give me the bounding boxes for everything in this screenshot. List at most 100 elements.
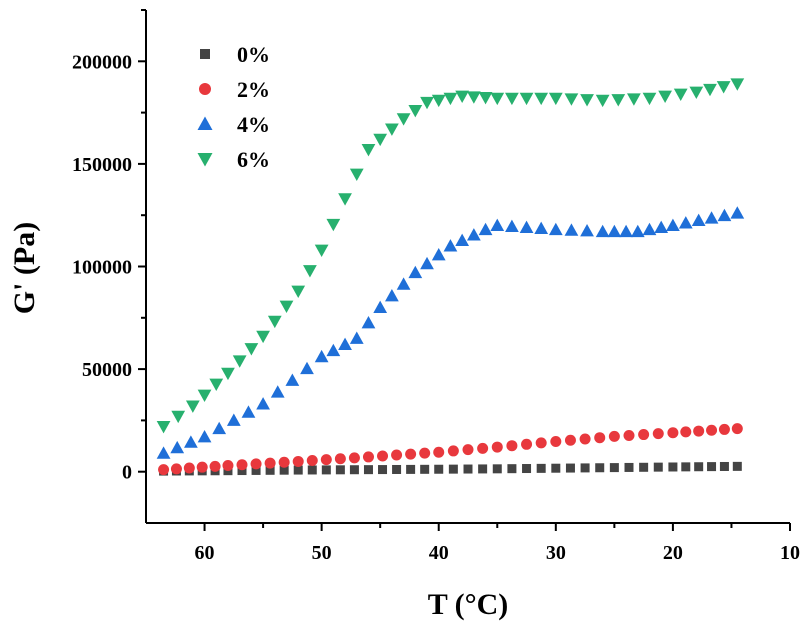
- data-point: [522, 464, 532, 474]
- data-point: [392, 464, 402, 474]
- data-point: [237, 466, 247, 476]
- x-tick-label: 60: [195, 542, 215, 564]
- data-point: [212, 421, 227, 435]
- data-point: [478, 92, 493, 105]
- y-axis-ticks: 0 50000 100000 150000 200000: [72, 9, 146, 484]
- series-6pct: [156, 78, 745, 434]
- data-point: [362, 451, 374, 463]
- data-point: [251, 465, 261, 475]
- data-point: [658, 90, 672, 104]
- data-point: [550, 436, 562, 448]
- data-point: [536, 463, 546, 473]
- data-point: [639, 462, 649, 472]
- data-point: [731, 423, 743, 435]
- data-point: [565, 463, 575, 473]
- data-point: [221, 367, 235, 381]
- y-tick-label: 200000: [72, 51, 132, 73]
- data-point: [156, 446, 171, 459]
- legend: 0% 2% 4% 6%: [197, 42, 270, 172]
- legend-marker: [199, 83, 211, 95]
- data-point: [564, 93, 579, 106]
- data-point: [209, 460, 221, 472]
- data-point: [431, 94, 446, 108]
- data-point: [396, 277, 411, 290]
- legend-marker: [197, 116, 213, 130]
- data-point: [667, 427, 679, 439]
- data-point: [519, 92, 534, 106]
- data-point: [564, 434, 576, 446]
- data-point: [521, 438, 533, 450]
- y-tick-label: 100000: [72, 257, 132, 279]
- data-point: [270, 385, 285, 398]
- data-point: [420, 96, 434, 110]
- data-point: [226, 413, 241, 426]
- data-point: [334, 453, 346, 465]
- data-point: [236, 459, 248, 471]
- data-point: [694, 462, 704, 472]
- data-point: [580, 94, 594, 107]
- data-point: [706, 424, 718, 436]
- data-point: [156, 421, 171, 434]
- data-point: [293, 465, 303, 475]
- data-point: [505, 92, 519, 106]
- data-point: [291, 285, 306, 298]
- data-point: [594, 432, 606, 444]
- data-point: [707, 462, 717, 472]
- data-point: [689, 86, 704, 99]
- data-point: [377, 450, 389, 462]
- data-point: [580, 224, 594, 237]
- data-point: [197, 429, 212, 443]
- legend-marker: [200, 49, 210, 59]
- data-point: [320, 454, 332, 466]
- data-point: [580, 463, 590, 473]
- data-point: [396, 113, 411, 126]
- data-point: [730, 206, 745, 219]
- data-point: [385, 123, 399, 136]
- data-point: [321, 465, 331, 475]
- legend-marker: [197, 153, 213, 167]
- data-point: [314, 349, 329, 363]
- data-point: [478, 464, 488, 474]
- data-point: [654, 220, 669, 234]
- data-point: [326, 218, 341, 232]
- data-point: [704, 211, 719, 224]
- data-point: [171, 410, 186, 424]
- data-point: [405, 448, 417, 460]
- data-point: [349, 331, 364, 344]
- y-tick-label: 150000: [72, 154, 132, 176]
- data-point: [666, 218, 680, 231]
- data-point: [431, 247, 446, 261]
- data-point: [466, 228, 481, 241]
- data-point: [505, 219, 519, 232]
- data-point: [491, 441, 503, 453]
- data-point: [730, 78, 745, 91]
- y-tick-label: 0: [122, 462, 132, 484]
- x-axis-title: T (°C): [428, 588, 509, 621]
- data-point: [462, 444, 474, 456]
- data-point: [250, 458, 262, 470]
- data-point: [630, 224, 645, 238]
- data-marks: [156, 78, 745, 476]
- data-point: [433, 446, 445, 458]
- data-point: [326, 343, 341, 357]
- y-axis-title: G' (Pa): [8, 222, 41, 314]
- data-point: [307, 465, 317, 475]
- data-point: [506, 440, 518, 452]
- data-point: [716, 81, 731, 94]
- data-point: [306, 455, 318, 467]
- data-point: [548, 222, 563, 236]
- x-tick-label: 10: [780, 542, 800, 564]
- data-point: [680, 426, 692, 438]
- data-point: [623, 429, 635, 441]
- data-point: [719, 461, 729, 471]
- data-point: [534, 92, 549, 106]
- data-point: [222, 460, 234, 472]
- series-2pct: [158, 423, 743, 476]
- data-point: [668, 462, 678, 472]
- data-point: [619, 224, 633, 238]
- data-point: [279, 465, 289, 475]
- data-point: [443, 92, 458, 106]
- data-point: [335, 465, 345, 475]
- data-point: [267, 315, 282, 329]
